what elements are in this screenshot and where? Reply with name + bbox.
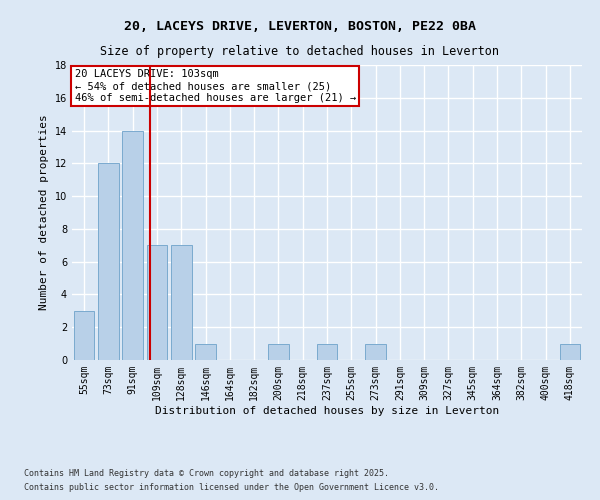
Bar (146, 246, 167, 360)
Bar (98, 164, 119, 360)
X-axis label: Distribution of detached houses by size in Leverton: Distribution of detached houses by size … (155, 406, 499, 415)
Bar (171, 246, 191, 360)
Bar (317, 344, 337, 360)
Text: 20, LACEYS DRIVE, LEVERTON, BOSTON, PE22 0BA: 20, LACEYS DRIVE, LEVERTON, BOSTON, PE22… (124, 20, 476, 33)
Text: Contains public sector information licensed under the Open Government Licence v3: Contains public sector information licen… (24, 484, 439, 492)
Bar (268, 344, 289, 360)
Text: 20 LACEYS DRIVE: 103sqm
← 54% of detached houses are smaller (25)
46% of semi-de: 20 LACEYS DRIVE: 103sqm ← 54% of detache… (74, 70, 356, 102)
Bar (122, 130, 143, 360)
Text: Contains HM Land Registry data © Crown copyright and database right 2025.: Contains HM Land Registry data © Crown c… (24, 468, 389, 477)
Bar (560, 344, 580, 360)
Text: Size of property relative to detached houses in Leverton: Size of property relative to detached ho… (101, 45, 499, 58)
Bar (195, 344, 216, 360)
Bar (365, 344, 386, 360)
Bar (74, 311, 94, 360)
Y-axis label: Number of detached properties: Number of detached properties (39, 114, 49, 310)
